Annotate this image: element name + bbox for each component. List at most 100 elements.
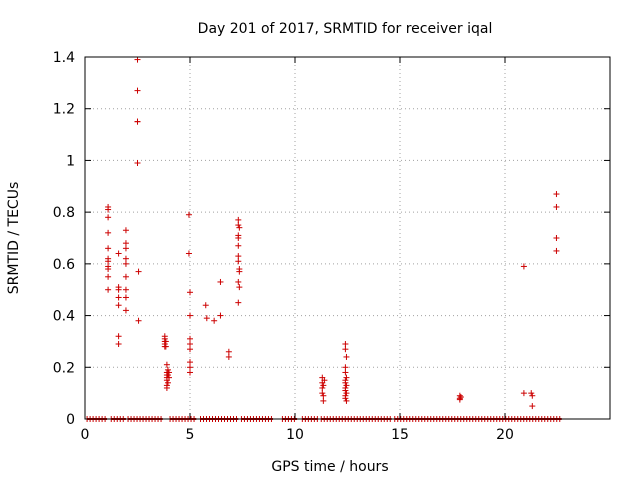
data-point — [202, 302, 209, 309]
data-point — [342, 369, 349, 376]
data-point — [115, 294, 122, 301]
data-point — [553, 191, 560, 198]
data-point — [235, 235, 242, 241]
data-point — [235, 299, 242, 306]
data-point — [163, 384, 170, 391]
data-point — [105, 286, 112, 293]
y-tick-label: 0.6 — [53, 257, 75, 273]
data-point — [115, 286, 122, 293]
data-point — [553, 235, 560, 241]
data-point — [456, 396, 463, 403]
y-tick-label: 1 — [66, 153, 75, 169]
data-point — [134, 160, 141, 167]
data-point — [122, 273, 129, 280]
data-point — [187, 369, 193, 376]
x-tick-label: 15 — [391, 427, 409, 443]
data-point — [162, 343, 169, 350]
data-point — [135, 317, 142, 324]
data-point — [122, 255, 129, 262]
data-point — [529, 392, 536, 399]
data-points — [105, 56, 560, 410]
data-point — [115, 341, 122, 348]
data-point — [235, 253, 242, 260]
data-point — [164, 379, 171, 386]
data-point — [162, 338, 169, 345]
data-point — [236, 224, 243, 231]
data-point — [122, 240, 129, 247]
data-point — [553, 203, 560, 210]
data-point — [187, 364, 193, 371]
plot-frame — [84, 56, 611, 420]
data-point — [164, 372, 171, 379]
data-point — [122, 245, 129, 252]
data-point — [164, 366, 171, 373]
data-point — [520, 390, 527, 397]
data-point — [217, 312, 224, 319]
data-point — [553, 247, 560, 254]
data-point — [166, 374, 172, 381]
data-point — [122, 260, 129, 267]
data-point — [105, 273, 112, 280]
data-point — [343, 353, 350, 360]
data-point — [187, 341, 193, 348]
x-tick-label: 10 — [286, 427, 304, 443]
y-tick-label: 0 — [66, 412, 75, 428]
data-point — [528, 390, 535, 397]
y-tick-label: 0.4 — [53, 309, 75, 325]
data-point — [235, 258, 242, 265]
data-point — [457, 394, 464, 401]
data-point — [342, 387, 349, 394]
data-point — [343, 390, 350, 397]
data-point — [163, 361, 170, 368]
data-point — [166, 369, 172, 376]
data-point — [320, 392, 327, 399]
data-point — [187, 346, 193, 353]
data-point — [235, 242, 242, 249]
data-point — [122, 294, 129, 301]
data-point — [529, 403, 536, 410]
data-point — [135, 268, 142, 275]
y-tick-label: 1.2 — [53, 102, 75, 118]
data-point — [187, 359, 193, 366]
data-point — [115, 250, 122, 257]
data-point — [320, 382, 327, 389]
data-point — [236, 284, 243, 291]
data-point — [342, 379, 349, 386]
data-point — [134, 87, 141, 94]
y-tick-label: 0.8 — [53, 205, 75, 221]
data-point — [342, 346, 349, 353]
data-point — [105, 229, 112, 236]
x-tick-label: 0 — [81, 427, 90, 443]
data-point — [211, 317, 218, 324]
data-point — [105, 266, 112, 273]
data-point — [235, 216, 242, 223]
data-point — [122, 286, 129, 293]
data-point — [236, 268, 243, 275]
data-point — [343, 382, 350, 389]
data-point — [321, 377, 328, 384]
data-point — [105, 245, 112, 252]
data-point — [342, 395, 349, 402]
data-point — [217, 278, 224, 285]
data-point — [342, 364, 349, 371]
x-tick-label: 20 — [496, 427, 514, 443]
data-point — [105, 206, 112, 213]
data-point — [187, 312, 193, 319]
y-axis-label: SRMTID / TECUs — [6, 182, 22, 295]
x-axis-label: GPS time / hours — [271, 459, 388, 475]
axis-ticks: 0 5 10 15 20 0 0.2 0.4 0.6 0.8 1 1.2 1.4 — [53, 50, 610, 443]
data-point — [235, 222, 242, 229]
data-point — [115, 333, 122, 340]
data-point — [520, 263, 527, 270]
grid-lines — [85, 57, 610, 419]
data-point — [122, 307, 129, 314]
data-point — [235, 278, 242, 285]
data-point — [134, 118, 141, 125]
data-point — [105, 258, 112, 265]
y-tick-label: 0.2 — [53, 360, 75, 376]
data-point — [343, 397, 350, 404]
data-point — [319, 390, 326, 397]
chart-title: Day 201 of 2017, SRMTID for receiver iqa… — [198, 21, 493, 37]
data-point — [105, 214, 112, 221]
